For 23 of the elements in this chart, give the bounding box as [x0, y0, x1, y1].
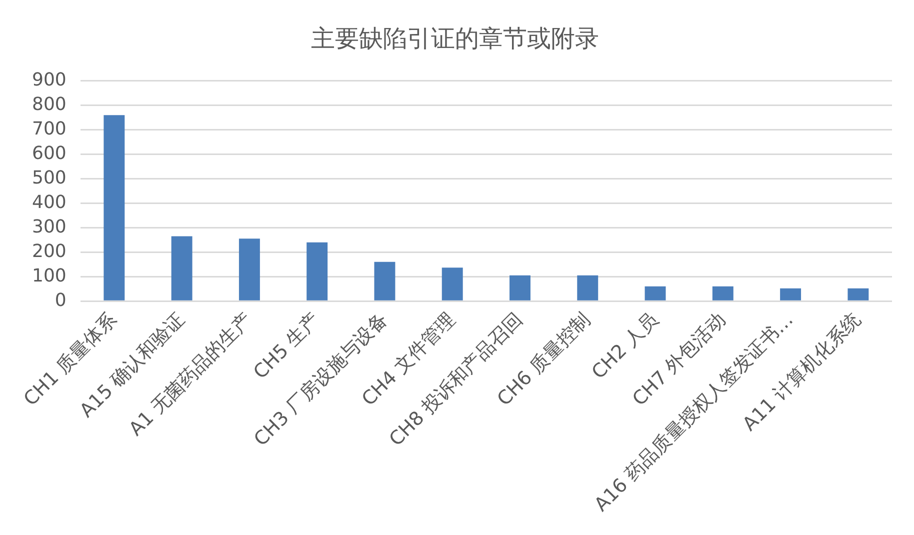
y-tick-label: 700: [32, 118, 66, 140]
bar: [712, 286, 734, 300]
y-tick-label: 100: [32, 265, 66, 286]
y-tick-label: 500: [32, 167, 66, 188]
y-tick-label: 300: [32, 216, 66, 238]
bar: [510, 275, 530, 300]
y-tick-label: 400: [32, 192, 66, 213]
bar: [374, 262, 396, 300]
y-tick-label: 200: [32, 240, 66, 262]
bar: [577, 275, 598, 300]
bar: [306, 242, 328, 300]
y-tick-label: 600: [32, 142, 66, 164]
bar: [171, 236, 192, 300]
bar: [238, 238, 260, 300]
chart-title: 主要缺陷引证的章节或附录: [311, 24, 599, 53]
bar: [442, 268, 463, 300]
y-tick-label: 900: [32, 69, 66, 90]
bar: [780, 288, 802, 300]
bar: [848, 288, 869, 300]
bar: [104, 115, 125, 300]
bar: [644, 286, 666, 300]
y-tick-label: 0: [54, 290, 66, 311]
y-tick-label: 800: [32, 94, 66, 115]
